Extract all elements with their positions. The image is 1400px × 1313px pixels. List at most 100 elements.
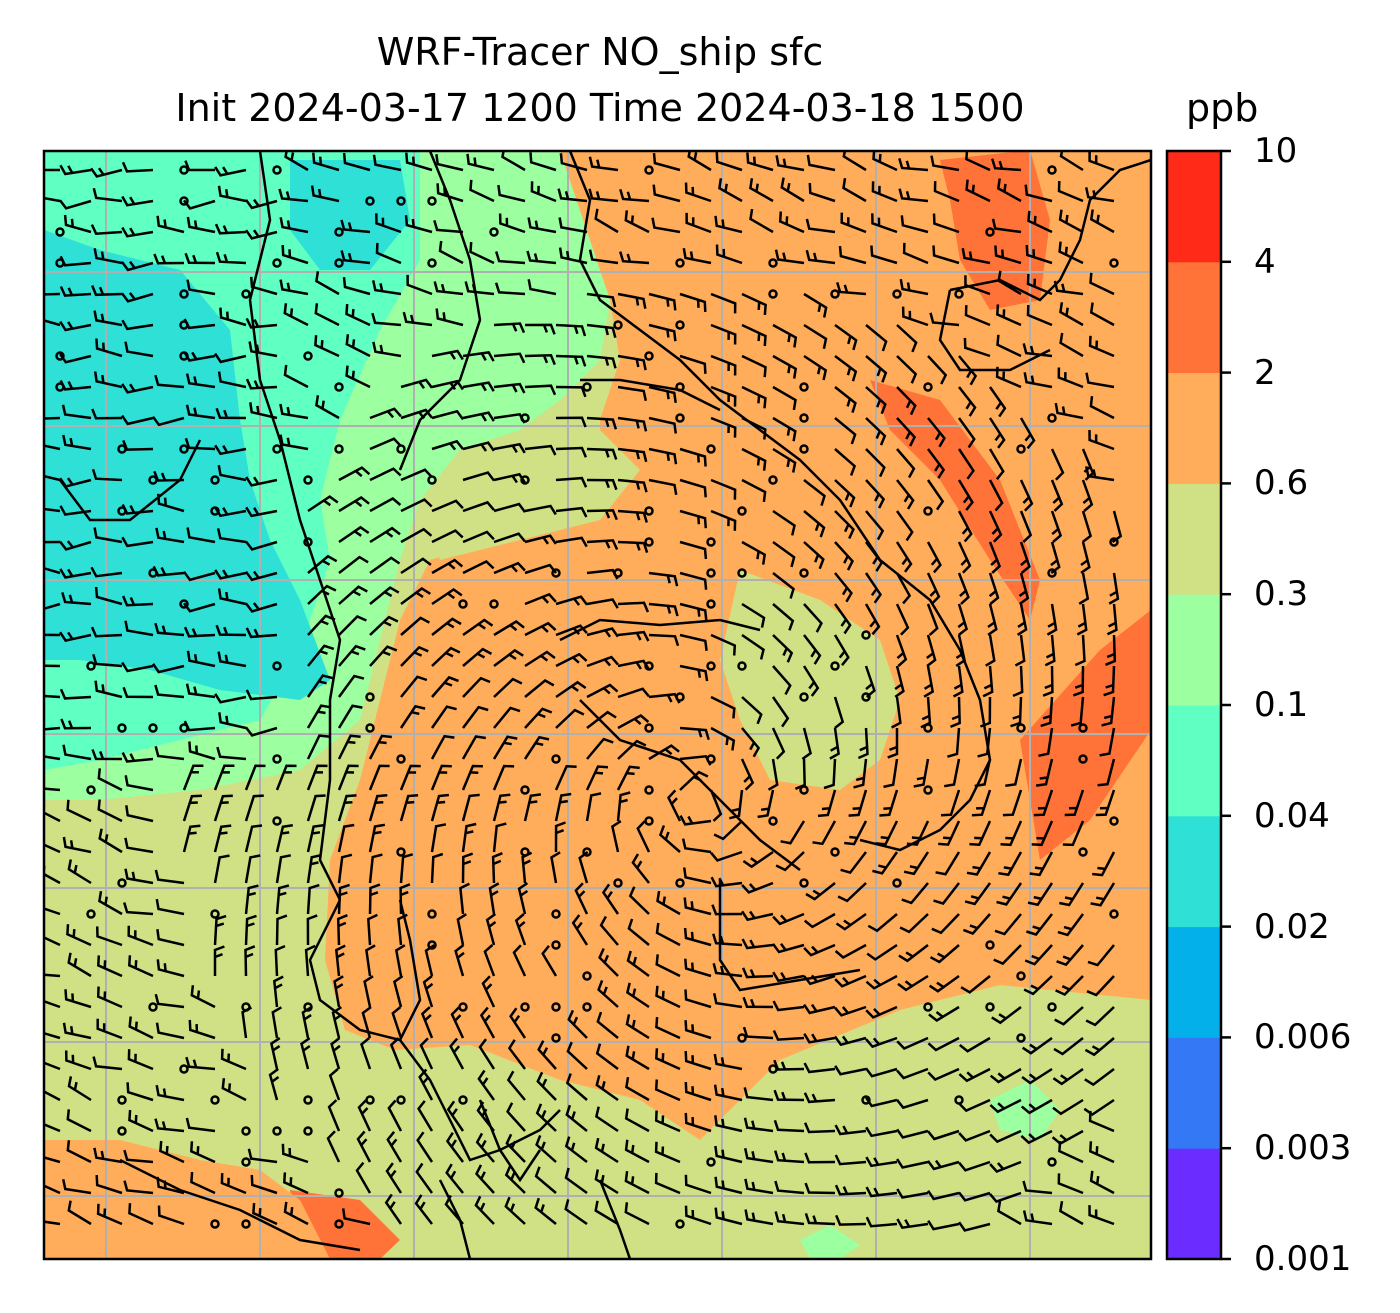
calm-wind-marker	[830, 289, 840, 299]
wind-barb	[1088, 429, 1115, 451]
wind-barb	[837, 882, 867, 903]
wind-barb	[461, 764, 483, 791]
wind-barb	[555, 446, 588, 458]
wind-barb	[356, 1130, 372, 1163]
wind-barb	[932, 245, 960, 265]
wind-barb	[805, 218, 836, 234]
wind-barb	[840, 851, 867, 875]
wind-barb	[594, 1106, 619, 1133]
wind-barb	[526, 250, 557, 265]
wind-barb	[624, 1202, 650, 1226]
wind-barb	[342, 276, 371, 296]
wind-barb	[712, 993, 743, 1009]
wind-barb	[987, 603, 998, 636]
wind-barb	[681, 838, 712, 854]
wind-barb	[989, 1191, 1022, 1203]
wind-barb	[772, 971, 805, 983]
wind-barb	[710, 695, 736, 719]
wind-barb	[1052, 1067, 1084, 1086]
wind-barb	[361, 1005, 372, 1039]
calm-wind-marker	[179, 599, 189, 609]
calm-wind-marker	[458, 1095, 468, 1105]
wind-barb	[989, 1098, 1022, 1114]
wind-barb	[182, 764, 204, 791]
wind-barb	[245, 726, 278, 737]
wind-barb	[617, 630, 650, 642]
colorbar-tick-label: 0.1	[1254, 685, 1309, 725]
wind-barb	[431, 439, 464, 451]
wind-barb	[462, 351, 495, 362]
wind-barb	[509, 1007, 527, 1039]
wind-barb	[66, 799, 92, 823]
wind-barb	[834, 510, 855, 540]
wind-barb	[714, 1176, 743, 1195]
wind-barb	[557, 188, 588, 203]
wind-barb	[597, 979, 619, 1008]
calm-wind-marker	[675, 1219, 685, 1229]
wind-barb	[1103, 665, 1116, 697]
wind-barb	[741, 633, 765, 660]
calm-wind-marker	[675, 382, 685, 392]
wind-barb	[1019, 417, 1036, 450]
wind-barb	[431, 349, 464, 361]
wind-barb	[93, 371, 123, 389]
wind-barb	[803, 912, 836, 929]
wind-barb	[462, 471, 495, 482]
wind-barb	[833, 603, 852, 635]
wind-barb	[248, 341, 278, 358]
wind-barb	[895, 541, 913, 573]
wind-barb	[648, 633, 680, 647]
wind-barb	[431, 529, 464, 544]
wind-barb	[341, 1208, 371, 1226]
calm-wind-marker	[799, 413, 809, 423]
calm-wind-marker	[830, 661, 840, 671]
wind-barb	[961, 247, 991, 265]
calm-wind-marker	[923, 506, 933, 516]
wind-barb	[1052, 1098, 1084, 1116]
colorbar-tick-label: 0.6	[1254, 463, 1309, 504]
wind-barb	[154, 622, 185, 637]
wind-barb	[279, 279, 309, 296]
calm-wind-marker	[892, 878, 902, 888]
wind-barb	[857, 727, 869, 760]
wind-barb	[896, 355, 918, 384]
wind-barb	[284, 151, 309, 172]
wind-barb	[121, 161, 154, 173]
calm-wind-marker	[179, 1064, 189, 1074]
wind-barb	[190, 985, 216, 1009]
wind-barb	[399, 704, 426, 729]
wind-barb	[1064, 789, 1085, 817]
wind-barb	[156, 959, 185, 978]
wind-barb	[529, 152, 557, 172]
wind-barb	[927, 1129, 960, 1141]
wind-barb	[624, 1139, 650, 1164]
wind-barb	[1074, 634, 1086, 667]
wind-barb	[565, 1104, 588, 1132]
wind-barb	[803, 1062, 836, 1074]
wind-barb	[1054, 1006, 1084, 1026]
wind-barb	[306, 704, 332, 729]
wind-barb	[186, 279, 216, 296]
calm-wind-marker	[334, 444, 344, 454]
calm-wind-marker	[861, 630, 871, 640]
wind-barb	[524, 384, 557, 396]
wind-barb	[1014, 634, 1026, 667]
wind-barb	[952, 665, 964, 698]
wind-barb	[929, 944, 960, 964]
wind-barb	[741, 938, 774, 950]
wind-barb	[431, 558, 464, 575]
colorbar-tick-label: 10	[1254, 131, 1298, 171]
wind-barb	[524, 650, 556, 668]
wind-barb	[1084, 1068, 1115, 1087]
wind-barb	[91, 468, 123, 482]
wind-barb	[842, 178, 867, 203]
wind-barb	[283, 303, 309, 327]
wind-barb	[245, 689, 278, 701]
wind-barb	[741, 354, 767, 378]
wind-barb	[272, 975, 284, 1008]
region-orange	[44, 1140, 330, 1259]
wind-barb	[958, 1129, 991, 1142]
wind-barb	[124, 620, 154, 637]
wind-barb	[186, 650, 216, 668]
wind-barb	[493, 648, 524, 667]
